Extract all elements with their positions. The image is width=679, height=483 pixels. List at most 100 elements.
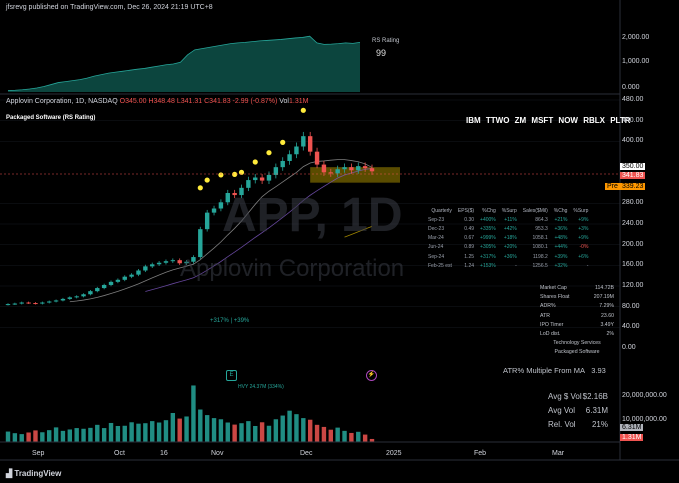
- volume-bar: [307, 419, 313, 442]
- earnings-row: Feb-25 est 1.24 +153% - 1256.5 +32% -: [425, 261, 591, 270]
- logo-icon: ▟: [6, 469, 15, 478]
- earnings-cell: -: [515, 262, 517, 269]
- volume-bar: [177, 418, 182, 442]
- earnings-cell: +44%: [554, 244, 568, 251]
- volume-bar: [362, 434, 368, 442]
- split-event-icon[interactable]: ⚡: [366, 370, 377, 381]
- earnings-cell: +42%: [503, 225, 517, 232]
- signal-dot: [218, 172, 224, 178]
- volume-bar: [321, 426, 327, 442]
- candle-body: [33, 303, 38, 305]
- volume-bar: [328, 429, 333, 442]
- volume-bar: [101, 428, 107, 442]
- earnings-cell: 953.3: [535, 225, 548, 232]
- earnings-cell: 1256.5: [532, 262, 548, 269]
- candle-body: [301, 136, 306, 147]
- candle-body: [218, 202, 224, 209]
- price-axis-label: 440.00: [622, 116, 644, 124]
- signal-dot: [280, 139, 286, 145]
- volume-bar: [301, 418, 306, 442]
- candle-body: [40, 302, 45, 304]
- earnings-cell: Jun-24: [428, 244, 444, 251]
- candle-body: [191, 257, 196, 262]
- volume-bar: [143, 423, 148, 442]
- stat-industry: Packaged Software: [554, 349, 600, 356]
- earnings-cell: +9%: [578, 216, 589, 223]
- rs-axis-1: 1,000.00: [622, 58, 650, 65]
- volume-bar: [191, 385, 196, 442]
- earnings-cell: 0.89: [464, 244, 475, 251]
- ticker-list: IBM TTWO ZM MSFT NOW RBLX PLTR: [466, 116, 631, 125]
- volume-bar: [108, 422, 114, 442]
- stat-float: Shares Float 207.19M: [540, 294, 614, 301]
- last-price-tag: 341.83: [620, 172, 646, 179]
- candle-body: [314, 151, 320, 165]
- avg-vol: Avg Vol 6.31M: [548, 406, 608, 415]
- volume-bar: [26, 432, 31, 442]
- candle-body: [266, 174, 272, 181]
- x-axis-label: Mar: [552, 450, 565, 457]
- moving-average-line: [145, 167, 373, 292]
- price-axis-label: 160.00: [622, 261, 644, 269]
- earnings-cell: 0.67: [464, 235, 475, 242]
- rs-area: [8, 36, 360, 92]
- tradingview-logo[interactable]: ▟ TradingView: [6, 469, 62, 478]
- pre-label-tag: Pre: [605, 183, 620, 190]
- low-value: L341.31: [176, 98, 203, 105]
- volume-bar: [163, 420, 169, 442]
- candle-body: [88, 291, 93, 295]
- volume-bar: [356, 431, 361, 442]
- candle-body: [12, 303, 18, 305]
- rs-value: 99: [376, 48, 387, 58]
- volume-bar: [342, 430, 347, 442]
- price-axis-label: 120.00: [622, 282, 644, 289]
- earnings-row: Sep-24 1.25 +317% +36% 1198.2 +39% +6%: [425, 252, 591, 261]
- col-eps: EPS($): [457, 207, 475, 214]
- earnings-cell: 1198.2: [532, 253, 548, 260]
- volume-bar: [294, 414, 299, 442]
- candle-body: [294, 146, 299, 155]
- volume-bar: [253, 425, 258, 442]
- volume-bar: [204, 415, 210, 442]
- candle-body: [170, 260, 176, 262]
- earnings-row: Mar-24 0.67 +999% +18% 1058.1 +48% +9%: [425, 234, 591, 243]
- level-price-tag: 350.00: [620, 163, 646, 170]
- volume-bar: [33, 430, 38, 442]
- candle-body: [60, 298, 66, 301]
- candle-body: [163, 261, 169, 263]
- candle-body: [108, 281, 114, 285]
- earnings-event-icon[interactable]: E: [226, 370, 237, 381]
- earnings-cell: +20%: [503, 244, 517, 251]
- candle-body: [156, 262, 162, 265]
- signal-dot: [252, 159, 258, 165]
- candle-body: [198, 229, 203, 258]
- candle-body: [150, 264, 155, 267]
- volume-bar: [280, 415, 285, 442]
- volume-bar: [349, 432, 354, 442]
- earnings-cell: 1080.1: [532, 244, 548, 251]
- volume-bar: [184, 416, 189, 442]
- stat-lod: LoD dist. 2%: [540, 331, 614, 338]
- candle-body: [280, 160, 285, 168]
- volume-bar: [74, 428, 79, 442]
- atr-multiple: ATR% Multiple From MA 3.93: [503, 366, 606, 375]
- change-value: -2.99 (-0.87%): [232, 98, 278, 105]
- volume-bar: [40, 432, 45, 442]
- avg-dollar-vol: Avg $ Vol $2.16B: [548, 392, 608, 401]
- volume-bar: [239, 423, 244, 442]
- candle-body: [115, 279, 121, 282]
- x-axis-label: Sep: [32, 450, 45, 457]
- stat-atr: ATR 23.60: [540, 312, 614, 319]
- volume-bar: [115, 425, 121, 442]
- volume-stats: Avg $ Vol $2.16B Avg Vol 6.31M Rel. Vol 21%: [548, 390, 608, 432]
- earnings-cell: 1.24: [464, 262, 475, 269]
- watermark-name: Applovin Corporation: [180, 255, 405, 282]
- cur-vol-tag: 1.31M: [620, 434, 644, 441]
- volume-bar: [136, 423, 141, 442]
- volume-bar: [225, 422, 230, 442]
- col-sales-chg: %Chg: [553, 207, 568, 214]
- earnings-row: Sep-23 0.30 +400% +11% 864.3 +21% +9%: [425, 215, 591, 224]
- vol-axis-1: 10,000,000.00: [622, 416, 667, 423]
- candle-body: [273, 167, 279, 175]
